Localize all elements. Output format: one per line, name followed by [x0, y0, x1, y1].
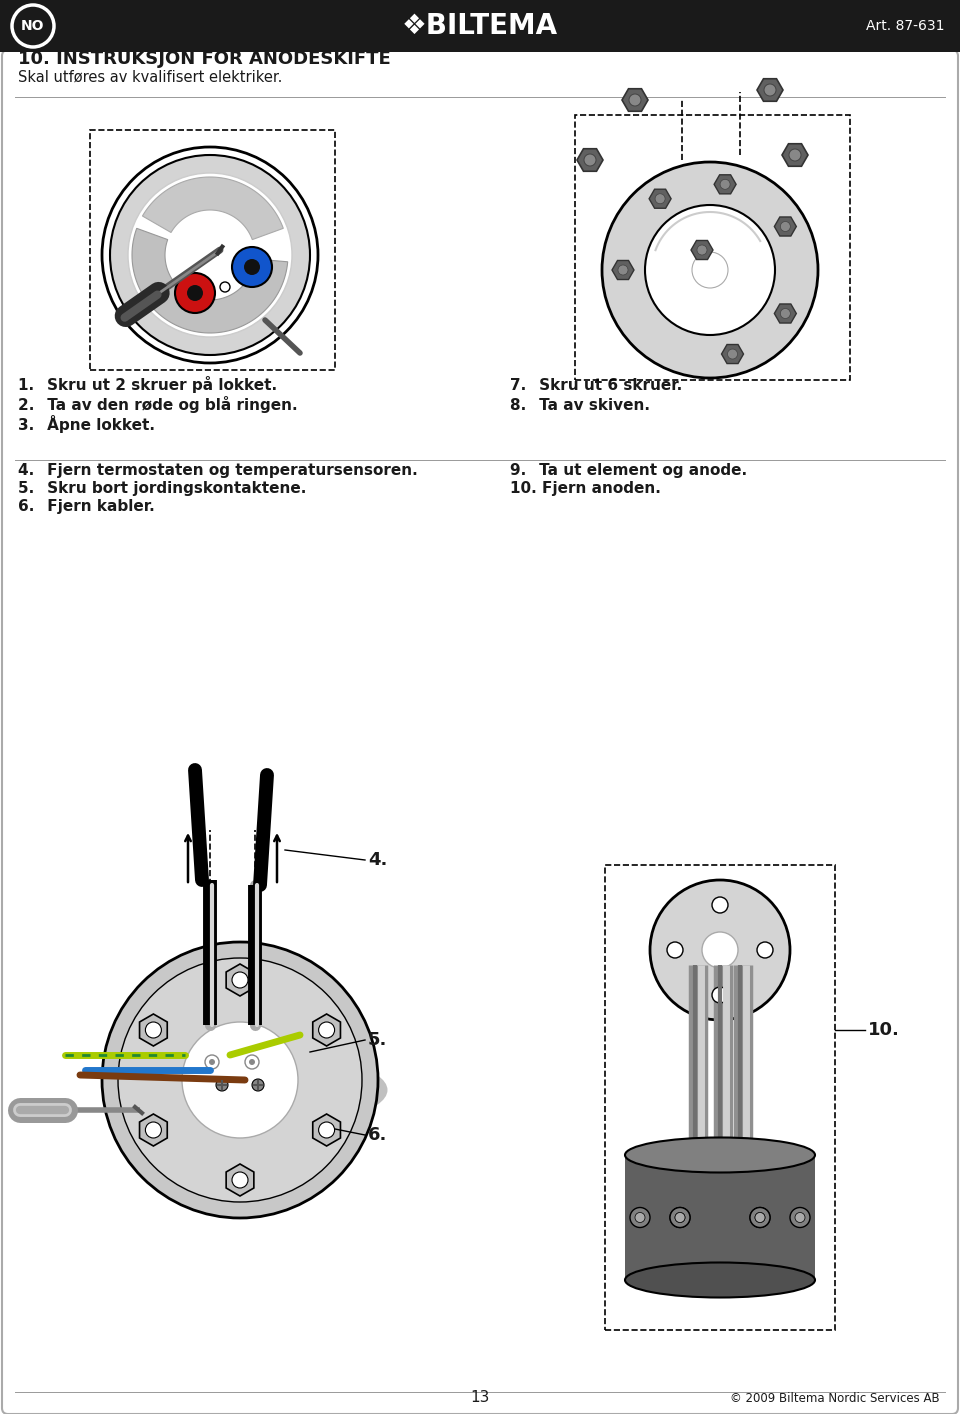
Text: NO: NO — [21, 18, 45, 33]
Circle shape — [145, 1022, 161, 1038]
Circle shape — [220, 281, 230, 293]
Circle shape — [209, 1059, 215, 1065]
Circle shape — [712, 987, 728, 1003]
Circle shape — [319, 1121, 335, 1138]
Circle shape — [780, 222, 790, 232]
Polygon shape — [132, 228, 288, 332]
Circle shape — [602, 163, 818, 378]
Text: 6.: 6. — [368, 1126, 388, 1144]
Circle shape — [249, 1059, 255, 1065]
Circle shape — [319, 1022, 335, 1038]
Text: 7.  Skru ut 6 skruer.: 7. Skru ut 6 skruer. — [510, 378, 683, 393]
Bar — [90, 130, 335, 370]
Text: 10. Fjern anoden.: 10. Fjern anoden. — [510, 481, 660, 496]
Text: 8.  Ta av skiven.: 8. Ta av skiven. — [510, 397, 650, 413]
Circle shape — [789, 148, 801, 161]
Polygon shape — [625, 1155, 815, 1280]
Circle shape — [232, 247, 272, 287]
Text: 6.  Fjern kabler.: 6. Fjern kabler. — [18, 499, 155, 515]
Circle shape — [635, 1212, 645, 1223]
Circle shape — [252, 1079, 264, 1092]
Circle shape — [584, 154, 596, 165]
Ellipse shape — [625, 1137, 815, 1172]
Circle shape — [670, 1208, 690, 1227]
Bar — [575, 115, 850, 380]
Circle shape — [630, 1208, 650, 1227]
Text: 5.: 5. — [368, 1031, 388, 1049]
Text: 1.  Skru ut 2 skruer på lokket.: 1. Skru ut 2 skruer på lokket. — [18, 376, 277, 393]
Circle shape — [175, 273, 215, 312]
Circle shape — [764, 83, 776, 96]
Text: ❖BILTEMA: ❖BILTEMA — [402, 11, 558, 40]
Circle shape — [712, 896, 728, 913]
Circle shape — [205, 1055, 219, 1069]
Circle shape — [675, 1212, 685, 1223]
Circle shape — [629, 93, 641, 106]
Text: Art. 87-631: Art. 87-631 — [867, 18, 945, 33]
Circle shape — [702, 932, 738, 969]
Circle shape — [780, 308, 790, 318]
Circle shape — [750, 1208, 770, 1227]
Circle shape — [720, 180, 731, 189]
Circle shape — [790, 1208, 810, 1227]
Text: Skal utføres av kvalifisert elektriker.: Skal utføres av kvalifisert elektriker. — [18, 71, 282, 85]
Text: 10.: 10. — [868, 1021, 900, 1039]
Circle shape — [692, 252, 728, 288]
Circle shape — [102, 942, 378, 1217]
Text: 5.  Skru bort jordingskontaktene.: 5. Skru bort jordingskontaktene. — [18, 481, 306, 496]
Circle shape — [245, 1055, 259, 1069]
Circle shape — [645, 205, 775, 335]
Circle shape — [750, 1208, 770, 1227]
Circle shape — [244, 259, 260, 274]
Text: 3.  Åpne lokket.: 3. Åpne lokket. — [18, 414, 155, 433]
Circle shape — [670, 1208, 690, 1227]
Circle shape — [145, 1121, 161, 1138]
Circle shape — [182, 1022, 298, 1138]
Circle shape — [110, 156, 310, 355]
Circle shape — [755, 1212, 765, 1223]
Circle shape — [232, 971, 248, 988]
Text: 9.  Ta ut element og anode.: 9. Ta ut element og anode. — [510, 462, 747, 478]
Circle shape — [728, 349, 737, 359]
Circle shape — [618, 264, 628, 274]
Polygon shape — [142, 177, 283, 239]
Bar — [0, 0, 960, 52]
Text: 4.: 4. — [368, 851, 388, 870]
Ellipse shape — [625, 1263, 815, 1298]
Text: 2.  Ta av den røde og blå ringen.: 2. Ta av den røde og blå ringen. — [18, 396, 298, 413]
Circle shape — [118, 959, 362, 1202]
Circle shape — [675, 1212, 685, 1223]
Circle shape — [697, 245, 707, 255]
Circle shape — [128, 173, 292, 337]
Circle shape — [12, 6, 54, 47]
Text: 4.  Fjern termostaten og temperatursensoren.: 4. Fjern termostaten og temperatursensor… — [18, 462, 418, 478]
Circle shape — [755, 1212, 765, 1223]
Circle shape — [216, 1079, 228, 1092]
Circle shape — [667, 942, 683, 959]
Circle shape — [187, 286, 203, 301]
Circle shape — [795, 1212, 805, 1223]
Text: 13: 13 — [470, 1390, 490, 1406]
Text: 10. INSTRUKSJON FOR ANODESKIFTE: 10. INSTRUKSJON FOR ANODESKIFTE — [18, 49, 391, 68]
Text: © 2009 Biltema Nordic Services AB: © 2009 Biltema Nordic Services AB — [731, 1391, 940, 1406]
Circle shape — [232, 1172, 248, 1188]
Circle shape — [757, 942, 773, 959]
Circle shape — [650, 880, 790, 1019]
Ellipse shape — [103, 1051, 388, 1130]
Bar — [605, 865, 835, 1331]
Circle shape — [655, 194, 665, 204]
Circle shape — [102, 147, 318, 363]
